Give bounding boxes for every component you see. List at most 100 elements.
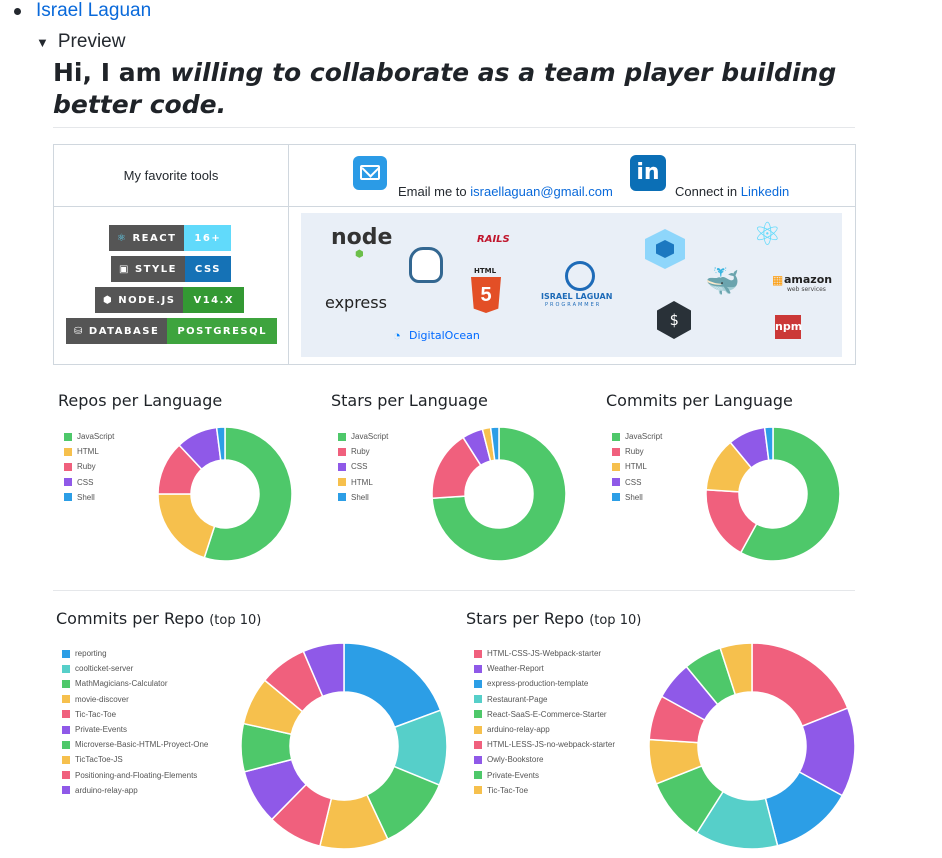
chart-title-stars-language: Stars per Language [331, 391, 488, 410]
legend-item[interactable]: arduino-relay-app [62, 783, 208, 798]
favorite-tools-label: My favorite tools [123, 168, 219, 183]
legend-item[interactable]: HTML [64, 444, 114, 459]
legend-label: Ruby [625, 447, 644, 457]
legend-label: Microverse-Basic-HTML-Proyect-One [75, 740, 209, 750]
postgresql-icon [409, 247, 443, 283]
legend-label: Private-Events [487, 770, 540, 780]
legend-item[interactable]: Positioning-and-Floating-Elements [62, 768, 208, 783]
donut-slice [240, 722, 293, 773]
legend-item[interactable]: JavaScript [64, 429, 114, 444]
donut-slice [270, 783, 333, 848]
legend-item[interactable]: HTML-LESS-JS-no-webpack-starter [474, 737, 615, 752]
legend-item[interactable]: Weather-Report [474, 661, 615, 676]
legend-swatch [338, 478, 346, 487]
legend-item[interactable]: Private-Events [474, 768, 615, 783]
legend-swatch [474, 710, 482, 719]
badge-label: STYLE [134, 263, 177, 275]
legend-label: movie-discover [75, 694, 129, 704]
legend-stars-language: JavaScript Ruby CSS HTML Shell [338, 429, 388, 505]
legend-item[interactable]: JavaScript [612, 429, 662, 444]
legend-item[interactable]: HTML-CSS-JS-Webpack-starter [474, 646, 615, 661]
preview-toggle[interactable]: ▼ Preview [36, 31, 125, 53]
linkedin-prefix: Connect in [675, 184, 741, 199]
legend-label: reporting [75, 649, 107, 659]
legend-item[interactable]: TicTacToe-JS [62, 752, 208, 767]
legend-item[interactable]: Ruby [612, 444, 662, 459]
aws-subtitle: web services [787, 286, 826, 293]
legend-swatch [338, 432, 346, 441]
bullet-icon [14, 7, 21, 15]
aws-icon: ▦ [772, 273, 784, 287]
legend-item[interactable]: express-production-template [474, 676, 615, 691]
legend-swatch [474, 664, 482, 673]
email-link[interactable]: israellaguan@gmail.com [470, 184, 613, 199]
linkedin-link[interactable]: Linkedin [740, 184, 790, 199]
legend-swatch [62, 664, 70, 673]
badge-label: NODE.JS [118, 294, 176, 306]
donut-slice [660, 665, 719, 722]
brand-name: ISRAEL LAGUAN [541, 292, 613, 301]
legend-item[interactable]: reporting [62, 646, 208, 661]
brand-subtitle: PROGRAMMER [545, 302, 602, 308]
legend-swatch [612, 478, 620, 487]
profile-link[interactable]: Israel Laguan [14, 0, 151, 22]
divider [53, 127, 855, 128]
legend-swatch [612, 493, 620, 502]
legend-item[interactable]: Shell [612, 490, 662, 505]
legend-label: CSS [625, 477, 642, 487]
html-label: HTML [474, 267, 497, 275]
legend-swatch [338, 462, 346, 471]
chart-title-text: Stars per Repo [466, 609, 585, 628]
profile-link-text[interactable]: Israel Laguan [36, 0, 152, 21]
npm-logo: npm [775, 315, 802, 339]
legend-item[interactable]: JavaScript [338, 429, 388, 444]
database-icon: ⛁ [74, 325, 84, 337]
badge-value: POSTGRESQL [167, 318, 278, 344]
legend-swatch [474, 740, 482, 749]
chart-title-commits-repo: Commits per Repo (top 10) [56, 609, 261, 628]
chart-title-text: Commits per Repo [56, 609, 205, 628]
legend-item[interactable]: Shell [64, 490, 114, 505]
legend-item[interactable]: movie-discover [62, 692, 208, 707]
badges-cell: ⚛ REACT 16+ ▣ STYLE CSS ⬢ NODE.JS V14.X ⛁ DA… [53, 206, 289, 365]
legend-item[interactable]: Ruby [64, 459, 114, 474]
hero-heading: Hi, I am willing to collaborate as a tea… [53, 57, 855, 121]
legend-item[interactable]: arduino-relay-app [474, 722, 615, 737]
legend-swatch [62, 679, 70, 688]
linkedin-icon[interactable]: in [630, 155, 666, 191]
triangle-down-icon: ▼ [36, 34, 49, 50]
legend-item[interactable]: CSS [612, 475, 662, 490]
legend-item[interactable]: Owly-Bookstore [474, 752, 615, 767]
legend-label: Restaurant-Page [487, 694, 548, 704]
legend-swatch [62, 725, 70, 734]
legend-item[interactable]: HTML [338, 475, 388, 490]
legend-item[interactable]: Tic-Tac-Toe [474, 783, 615, 798]
legend-item[interactable]: Restaurant-Page [474, 692, 615, 707]
chart-title-commits-language: Commits per Language [606, 391, 793, 410]
chart-title-suffix: (top 10) [589, 613, 642, 628]
email-prefix: Email me to [398, 184, 471, 199]
chart-title-suffix: (top 10) [209, 613, 262, 628]
legend-item[interactable]: React-SaaS-E-Commerce-Starter [474, 707, 615, 722]
legend-item[interactable]: coolticket-server [62, 661, 208, 676]
legend-item[interactable]: Ruby [338, 444, 388, 459]
legend-swatch [474, 786, 482, 795]
legend-item[interactable]: CSS [64, 475, 114, 490]
legend-label: MathMagicians-Calculator [75, 679, 168, 689]
legend-repos-language: JavaScript HTML Ruby CSS Shell [64, 429, 114, 505]
legend-item[interactable]: HTML [612, 459, 662, 474]
legend-label: TicTacToe-JS [75, 755, 123, 765]
legend-item[interactable]: Microverse-Basic-HTML-Proyect-One [62, 737, 208, 752]
badge-value: 16+ [184, 225, 232, 251]
legend-swatch [62, 695, 70, 704]
mail-icon[interactable] [353, 156, 387, 190]
legend-item[interactable]: Tic-Tac-Toe [62, 707, 208, 722]
legend-item[interactable]: Private-Events [62, 722, 208, 737]
legend-swatch [612, 462, 620, 471]
digitalocean-logo: DigitalOcean [409, 329, 480, 342]
legend-item[interactable]: Shell [338, 490, 388, 505]
legend-item[interactable]: CSS [338, 459, 388, 474]
legend-item[interactable]: MathMagicians-Calculator [62, 676, 208, 691]
donut-slice [695, 790, 779, 850]
legend-commits-repo: reporting coolticket-server MathMagicians-… [62, 646, 208, 798]
